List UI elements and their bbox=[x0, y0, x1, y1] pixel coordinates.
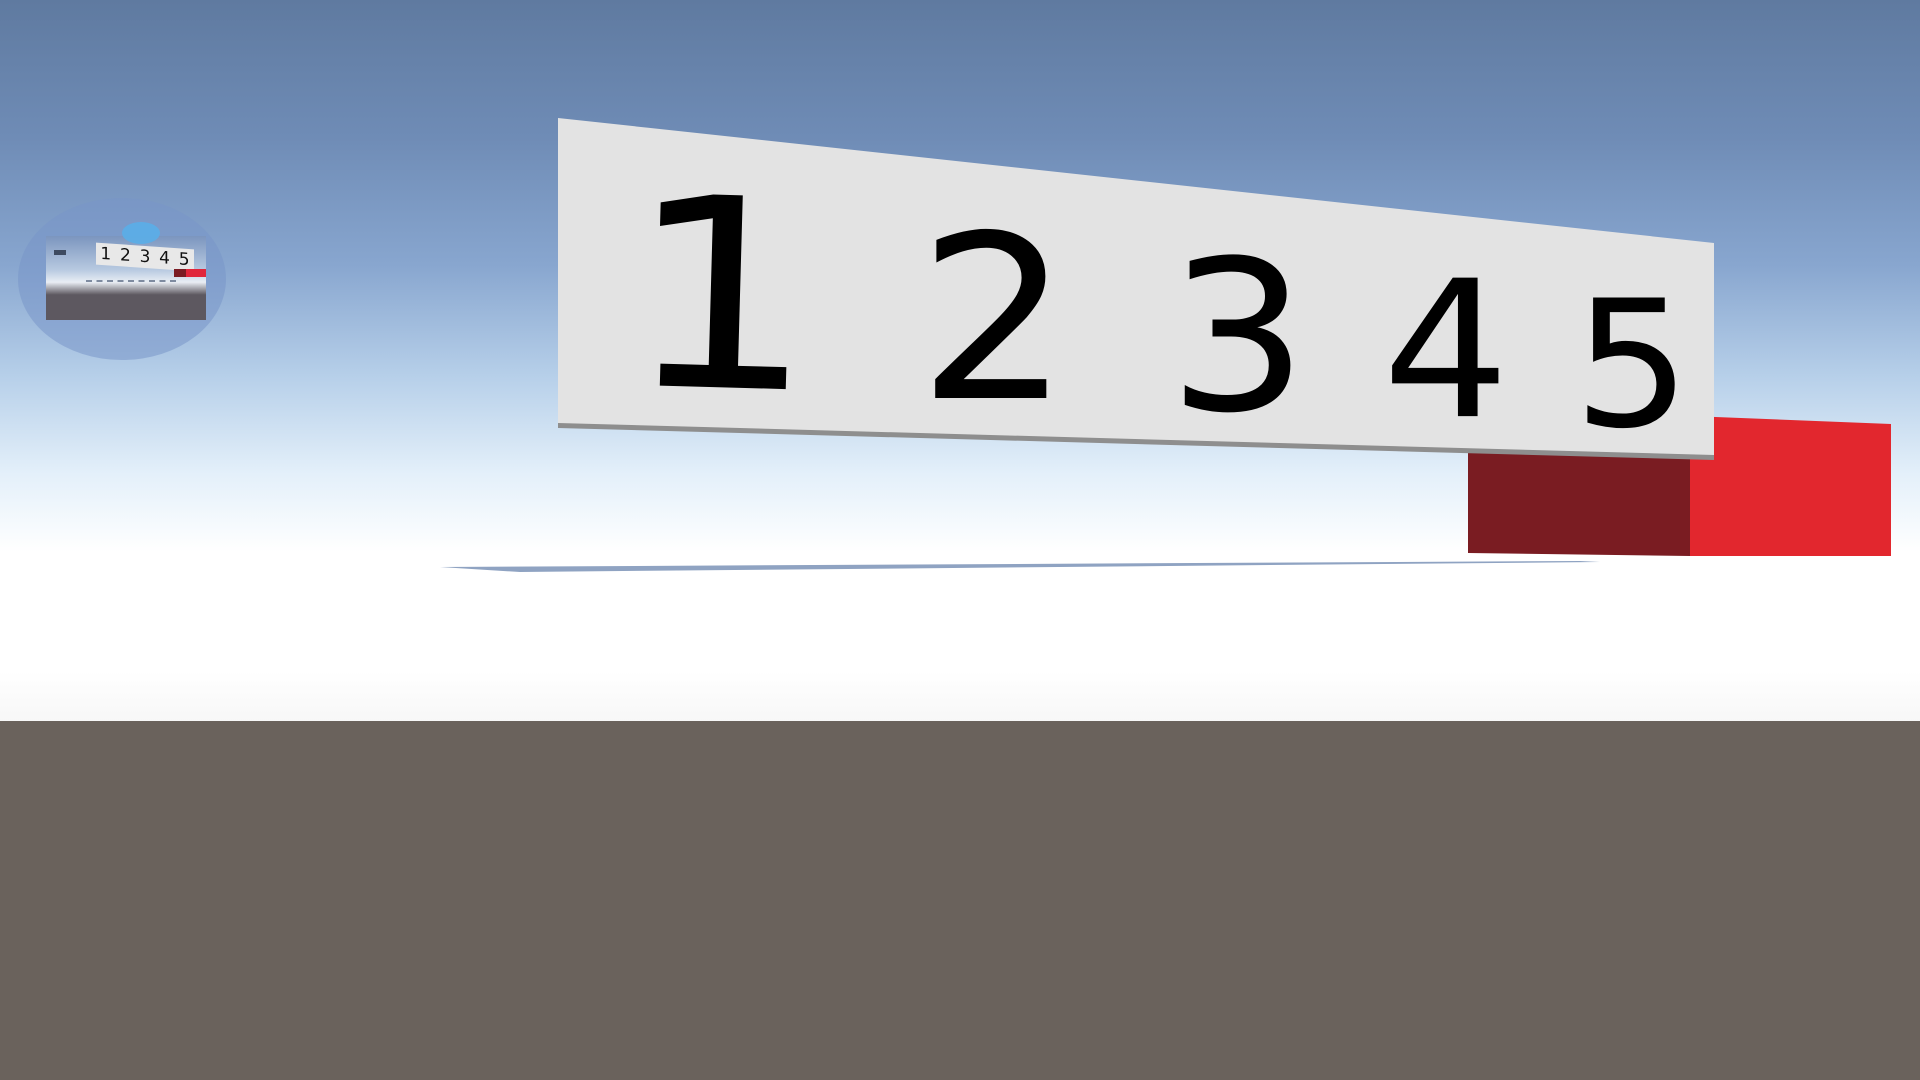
minimap-digit-2: 2 bbox=[119, 244, 131, 266]
minimap-view: 1 2 3 4 5 bbox=[46, 236, 206, 320]
minimap-red-block-side bbox=[174, 269, 186, 277]
minimap-digit-1: 1 bbox=[100, 243, 112, 265]
horizon-plane bbox=[0, 552, 1920, 722]
board-digit-4: 4 bbox=[1382, 241, 1509, 462]
red-block-side-face bbox=[1468, 446, 1690, 556]
number-board-face bbox=[558, 118, 1714, 458]
minimap-digit-5: 5 bbox=[178, 248, 190, 270]
minimap-orientation-marker bbox=[122, 222, 160, 244]
ground-plane bbox=[0, 721, 1920, 1080]
minimap-digit-3: 3 bbox=[139, 246, 151, 267]
red-block-front-face bbox=[1690, 416, 1891, 556]
number-board-bottom-edge bbox=[558, 423, 1714, 460]
board-digit-5: 5 bbox=[1573, 263, 1691, 468]
minimap-player-marker bbox=[54, 250, 66, 255]
minimap-shadow-line bbox=[86, 280, 176, 284]
board-digit-1: 1 bbox=[621, 140, 820, 453]
board-digit-3: 3 bbox=[1168, 216, 1308, 460]
minimap[interactable]: 1 2 3 4 5 bbox=[18, 198, 226, 360]
minimap-red-block bbox=[186, 269, 206, 277]
minimap-digit-4: 4 bbox=[159, 247, 170, 269]
board-digit-2: 2 bbox=[918, 188, 1071, 453]
minimap-board: 1 2 3 4 5 bbox=[96, 242, 194, 272]
